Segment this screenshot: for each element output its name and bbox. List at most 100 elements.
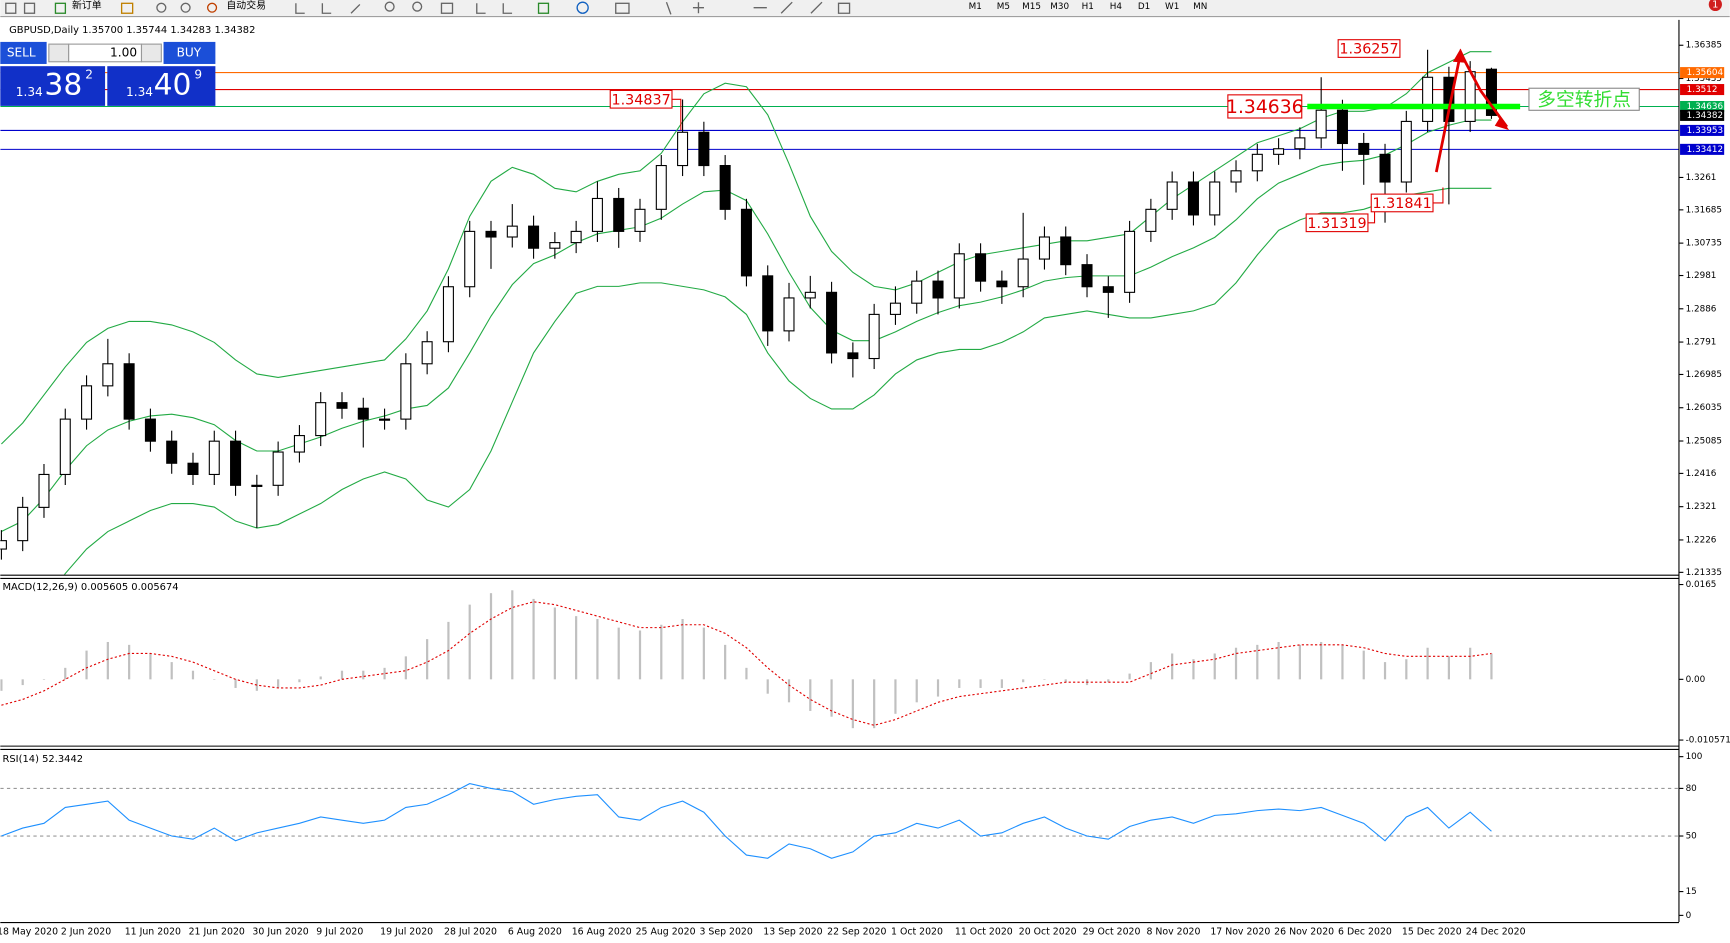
one-click-panel: SELL 1.00 BUY 1.34 38 2 1.34 40 9: [0, 41, 216, 106]
candle-body: [1443, 76, 1455, 122]
y-tick-label: 50: [1686, 832, 1698, 842]
new-order-button[interactable]: 新订单: [72, 0, 102, 12]
x-tick-label: 11 Oct 2020: [955, 926, 1013, 937]
annotation-box: [1227, 94, 1303, 119]
y-tick-label: 80: [1686, 784, 1698, 794]
price-level-tag: [1680, 100, 1725, 113]
candle-body: [783, 297, 795, 332]
macd-bar: [681, 619, 684, 680]
candle-body: [1315, 109, 1327, 139]
candle-body: [1209, 181, 1221, 216]
candle-body: [655, 164, 667, 210]
macd-bar: [617, 627, 620, 680]
candle-body: [17, 506, 29, 542]
y-tick-label: 1.2416: [1686, 469, 1717, 479]
candle-body: [591, 197, 603, 232]
candle-body: [1294, 137, 1306, 150]
lot-input[interactable]: 1.00: [110, 45, 137, 59]
candle-body: [1187, 181, 1199, 216]
candle-body: [911, 280, 923, 304]
x-tick-label: 11 Jun 2020: [125, 926, 181, 937]
macd-bar: [1064, 679, 1067, 683]
candle-body: [81, 385, 93, 420]
x-tick-label: 28 Jul 2020: [444, 926, 497, 937]
axes: 1.36385 1.35435 1.3261 1.31685 1.30735 1.2981…: [1678, 41, 1730, 921]
ask-pips: 40: [154, 68, 192, 103]
timeframe-button[interactable]: M15: [1022, 2, 1041, 12]
x-tick-label: 24 Dec 2020: [1466, 926, 1526, 937]
bid-box[interactable]: [0, 66, 106, 106]
buy-button[interactable]: BUY: [177, 45, 202, 59]
y-tick-label: 1.21335: [1686, 568, 1722, 578]
candle-body: [0, 540, 7, 550]
timeframe-button[interactable]: MN: [1193, 2, 1207, 12]
timeframe-button[interactable]: H4: [1110, 2, 1123, 12]
macd-bar: [724, 644, 727, 680]
x-tick-label: 2 Jun 2020: [61, 926, 111, 937]
lot-down[interactable]: [48, 43, 70, 63]
macd-bar: [1128, 673, 1131, 680]
sell-button-bg: [0, 41, 47, 64]
macd-bar: [1298, 644, 1301, 680]
x-tick-label: 21 Jun 2020: [189, 926, 245, 937]
price-level-label: 1.33953: [1687, 126, 1723, 136]
badge[interactable]: 1: [1712, 0, 1718, 10]
x-tick-label: 22 Sep 2020: [827, 926, 886, 937]
y-tick-label: 1.2791: [1686, 338, 1717, 348]
ask-box[interactable]: [107, 66, 216, 106]
timeframe-button[interactable]: H1: [1082, 2, 1094, 12]
candle-body: [1166, 181, 1178, 210]
candle-body: [1336, 109, 1348, 145]
y-tick-label: 1.25085: [1686, 437, 1722, 447]
y-tick-label: 1.2226: [1686, 535, 1717, 545]
x-tick-label: 8 Nov 2020: [1146, 926, 1200, 937]
candle-body: [868, 313, 880, 360]
candle-body: [975, 253, 987, 282]
timeframe-button[interactable]: D1: [1138, 2, 1150, 12]
lot-up[interactable]: [140, 43, 162, 63]
candle-body: [1230, 170, 1242, 183]
toolbar-icons: [5, 1, 851, 15]
timeframe-button[interactable]: M1: [969, 2, 982, 12]
candle-body: [336, 402, 348, 409]
annotation: 1.31841: [1372, 196, 1431, 212]
macd-bar: [340, 670, 344, 680]
candle-body: [187, 462, 199, 476]
timeframe-button[interactable]: M30: [1050, 2, 1069, 12]
auto-trading-button[interactable]: 自动交易: [226, 0, 266, 12]
y-tick-label: 1.26035: [1686, 403, 1722, 413]
candle-body: [1422, 76, 1434, 122]
timeframe-button[interactable]: M5: [997, 2, 1010, 12]
macd-bar: [468, 604, 471, 680]
macd-bar: [404, 656, 407, 680]
bid-fraction: 2: [85, 67, 93, 81]
macd-bar: [1447, 656, 1450, 680]
macd-bar: [1469, 647, 1472, 680]
annotation-box: [1370, 193, 1434, 213]
candle-body: [102, 363, 114, 387]
x-tick-label: 13 Sep 2020: [763, 926, 822, 937]
macd-bar: [745, 667, 748, 680]
macd-bar: [702, 627, 705, 680]
macd-bar: [42, 679, 46, 680]
annotation-leader: [671, 98, 682, 131]
macd-bar: [106, 641, 109, 680]
candle-body: [272, 451, 284, 486]
annotation: 1.34636: [1226, 97, 1303, 118]
timeframe-button[interactable]: W1: [1165, 2, 1179, 12]
candle-body: [740, 208, 752, 277]
y-tick-label: 0: [1686, 911, 1692, 921]
macd-bar: [1213, 653, 1216, 680]
candle-body: [1124, 230, 1136, 293]
candle-body: [1081, 264, 1093, 288]
y-tick-label: 1.31685: [1686, 205, 1722, 215]
macd-bar: [85, 650, 88, 680]
badge-bg: [1708, 0, 1722, 12]
candle-body: [570, 230, 582, 244]
candle-body: [634, 208, 646, 232]
sell-button[interactable]: SELL: [7, 45, 36, 59]
trend-arrow: [1434, 48, 1509, 173]
macd-bar: [64, 667, 67, 680]
macd-bar: [1362, 650, 1365, 680]
y-tick-label: 1.36385: [1686, 41, 1722, 51]
